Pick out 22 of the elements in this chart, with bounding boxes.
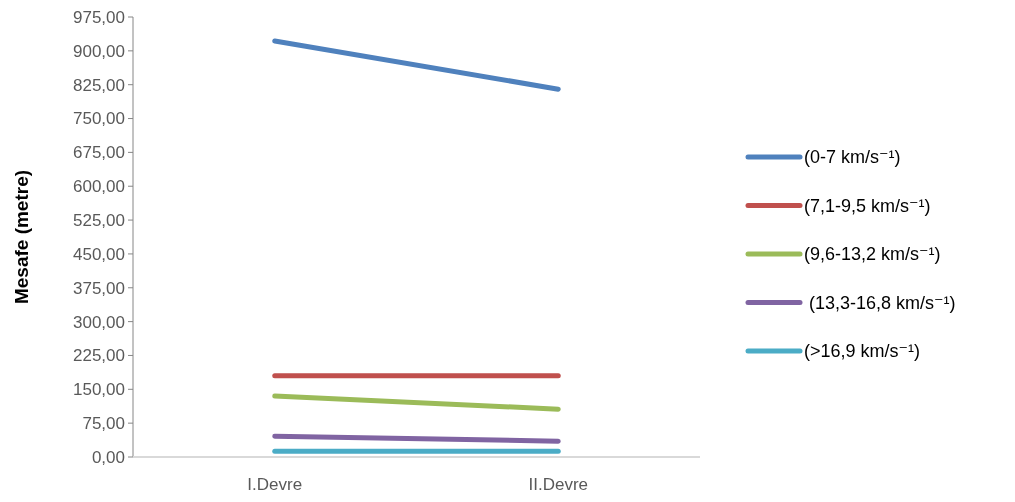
x-tick-label: II.Devre bbox=[528, 475, 589, 494]
y-tick-label: 900,00 bbox=[73, 41, 125, 61]
y-tick-label: 375,00 bbox=[73, 278, 125, 298]
y-tick-label: 825,00 bbox=[73, 75, 125, 95]
legend-label: (0-7 km/s⁻¹) bbox=[804, 147, 901, 168]
y-tick-label: 75,00 bbox=[82, 414, 125, 434]
y-tick-label: 225,00 bbox=[73, 346, 125, 366]
y-tick-label: 0,00 bbox=[91, 447, 125, 467]
y-tick-label: 750,00 bbox=[73, 109, 125, 129]
y-tick-label: 600,00 bbox=[73, 177, 125, 197]
y-tick-label: 975,00 bbox=[73, 7, 125, 27]
x-tick-label: I.Devre bbox=[247, 475, 303, 494]
y-tick-label: 300,00 bbox=[73, 312, 125, 332]
y-tick-label: 675,00 bbox=[73, 143, 125, 163]
legend-label: (9,6-13,2 km/s⁻¹) bbox=[804, 244, 941, 265]
legend-label: (7,1-9,5 km/s⁻¹) bbox=[804, 195, 931, 216]
y-tick-label: 150,00 bbox=[73, 380, 125, 400]
y-tick-label: 525,00 bbox=[73, 211, 125, 231]
y-tick-label: 450,00 bbox=[73, 244, 125, 264]
legend-label: (>16,9 km/s⁻¹) bbox=[804, 341, 921, 362]
legend-label: (13,3-16,8 km/s⁻¹) bbox=[804, 292, 956, 313]
y-axis-title: Mesafe (metre) bbox=[11, 169, 32, 305]
